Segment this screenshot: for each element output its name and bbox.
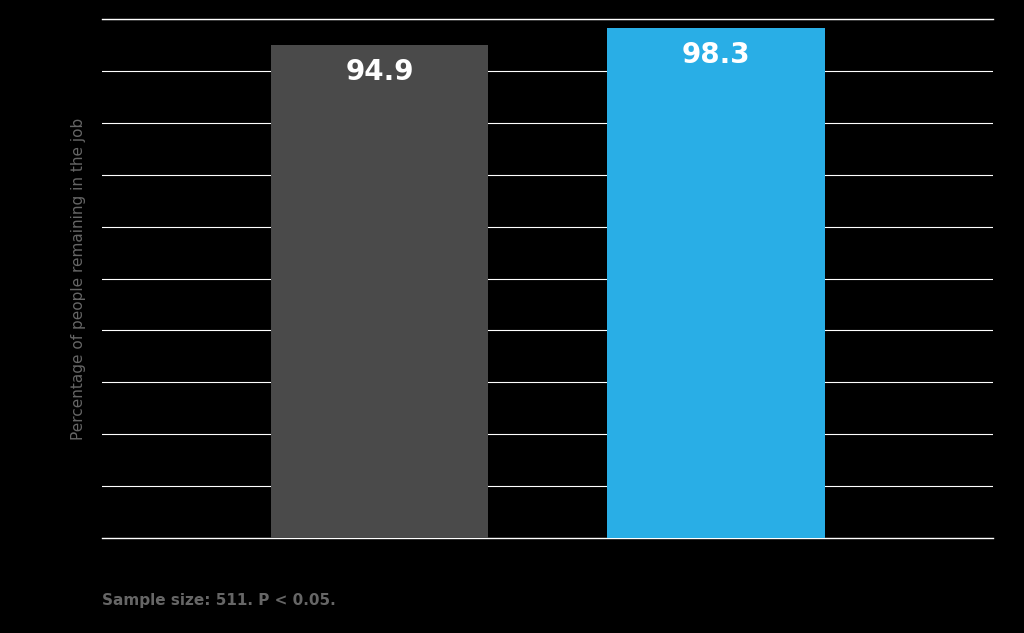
Bar xyxy=(607,28,825,538)
Bar xyxy=(270,46,488,538)
Text: 98.3: 98.3 xyxy=(682,41,751,69)
Y-axis label: Percentage of people remaining in the job: Percentage of people remaining in the jo… xyxy=(72,117,86,440)
Text: 94.9: 94.9 xyxy=(345,58,414,87)
Text: Sample size: 511. P < 0.05.: Sample size: 511. P < 0.05. xyxy=(102,592,336,608)
